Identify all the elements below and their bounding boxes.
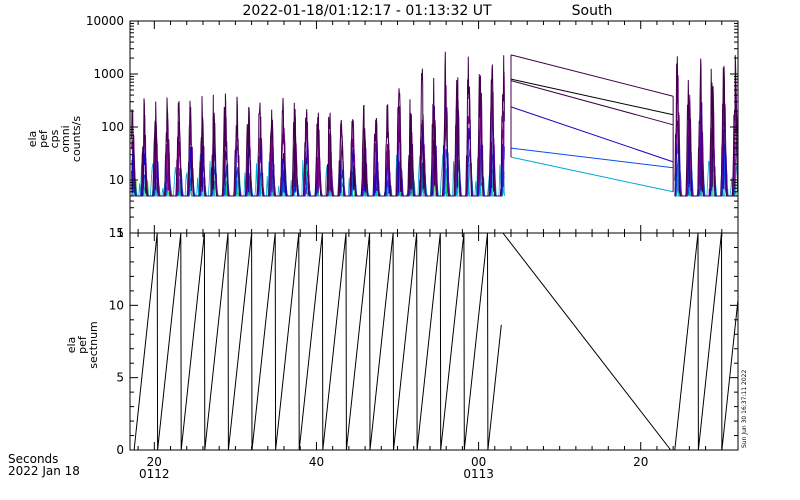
x-tick-label: 20 (633, 455, 648, 469)
top-ytick-label: 10 (109, 173, 124, 187)
x-axis-date-label: 2022 Jan 18 (8, 464, 80, 478)
plot-timestamp: Sun Jun 30 16:37:11 2022 (741, 370, 748, 448)
top-gap-segment (510, 106, 674, 163)
x-axis-unit-label: Seconds (8, 452, 58, 466)
top-gap-segment (510, 156, 674, 193)
top-ytick-label: 10000 (86, 14, 124, 28)
top-gap-segment (510, 54, 674, 97)
top-ytick-label: 1 (116, 226, 124, 240)
bottom-ylabel-line-1: ela (65, 337, 78, 354)
x-tick-label: 20 (147, 455, 162, 469)
sectnum-gap-ramp (502, 232, 672, 451)
chart-title: 2022-01-18/01:12:17 - 01:13:32 UT (242, 3, 491, 19)
bottom-ylabel-line-3: sectnum (87, 321, 100, 369)
x-minute-label: 0113 (463, 467, 494, 481)
top-panel-axes: 1 10 100 1000 10000 (86, 14, 739, 240)
top-ylabel-line-4: omni (59, 125, 72, 152)
bottom-ytick-label: 5 (116, 371, 124, 385)
top-gap-segment (510, 80, 674, 126)
top-panel-series (131, 51, 738, 198)
x-tick-label: 40 (309, 455, 324, 469)
top-ylabel-line-5: counts/s (70, 116, 83, 162)
sectnum-sawtooth-2 (674, 232, 739, 451)
hemisphere-label: South (572, 3, 613, 19)
top-panel: 1 10 100 1000 10000 ela pef cps omni counts/… (26, 14, 739, 240)
x-minute-label: 0112 (139, 467, 170, 481)
top-gap-segment (510, 147, 674, 169)
sectnum-sawtooth-1 (133, 232, 502, 451)
top-ytick-label: 100 (101, 120, 124, 134)
bottom-ytick-label: 15 (109, 226, 124, 240)
top-ylabel-line-3: cps (48, 129, 61, 148)
bottom-ytick-label: 10 (109, 298, 124, 312)
x-tick-label: 00 (471, 455, 486, 469)
top-series-line (131, 51, 505, 197)
top-series-line (674, 55, 738, 197)
top-series-clip (131, 51, 738, 198)
top-ylabel-line-2: pef (37, 129, 50, 148)
top-ytick-label: 1000 (93, 67, 124, 81)
top-ylabel-line-1: ela (26, 131, 39, 148)
bottom-panel-frame (129, 232, 739, 451)
top-gap-segment (510, 78, 674, 116)
bottom-ylabel-line-2: pef (76, 335, 89, 354)
bottom-ytick-label: 0 (116, 443, 124, 457)
bottom-panel: 0 5 10 15 ela pef sectnum (65, 226, 739, 457)
bottom-panel-axes: 0 5 10 15 (109, 226, 739, 457)
